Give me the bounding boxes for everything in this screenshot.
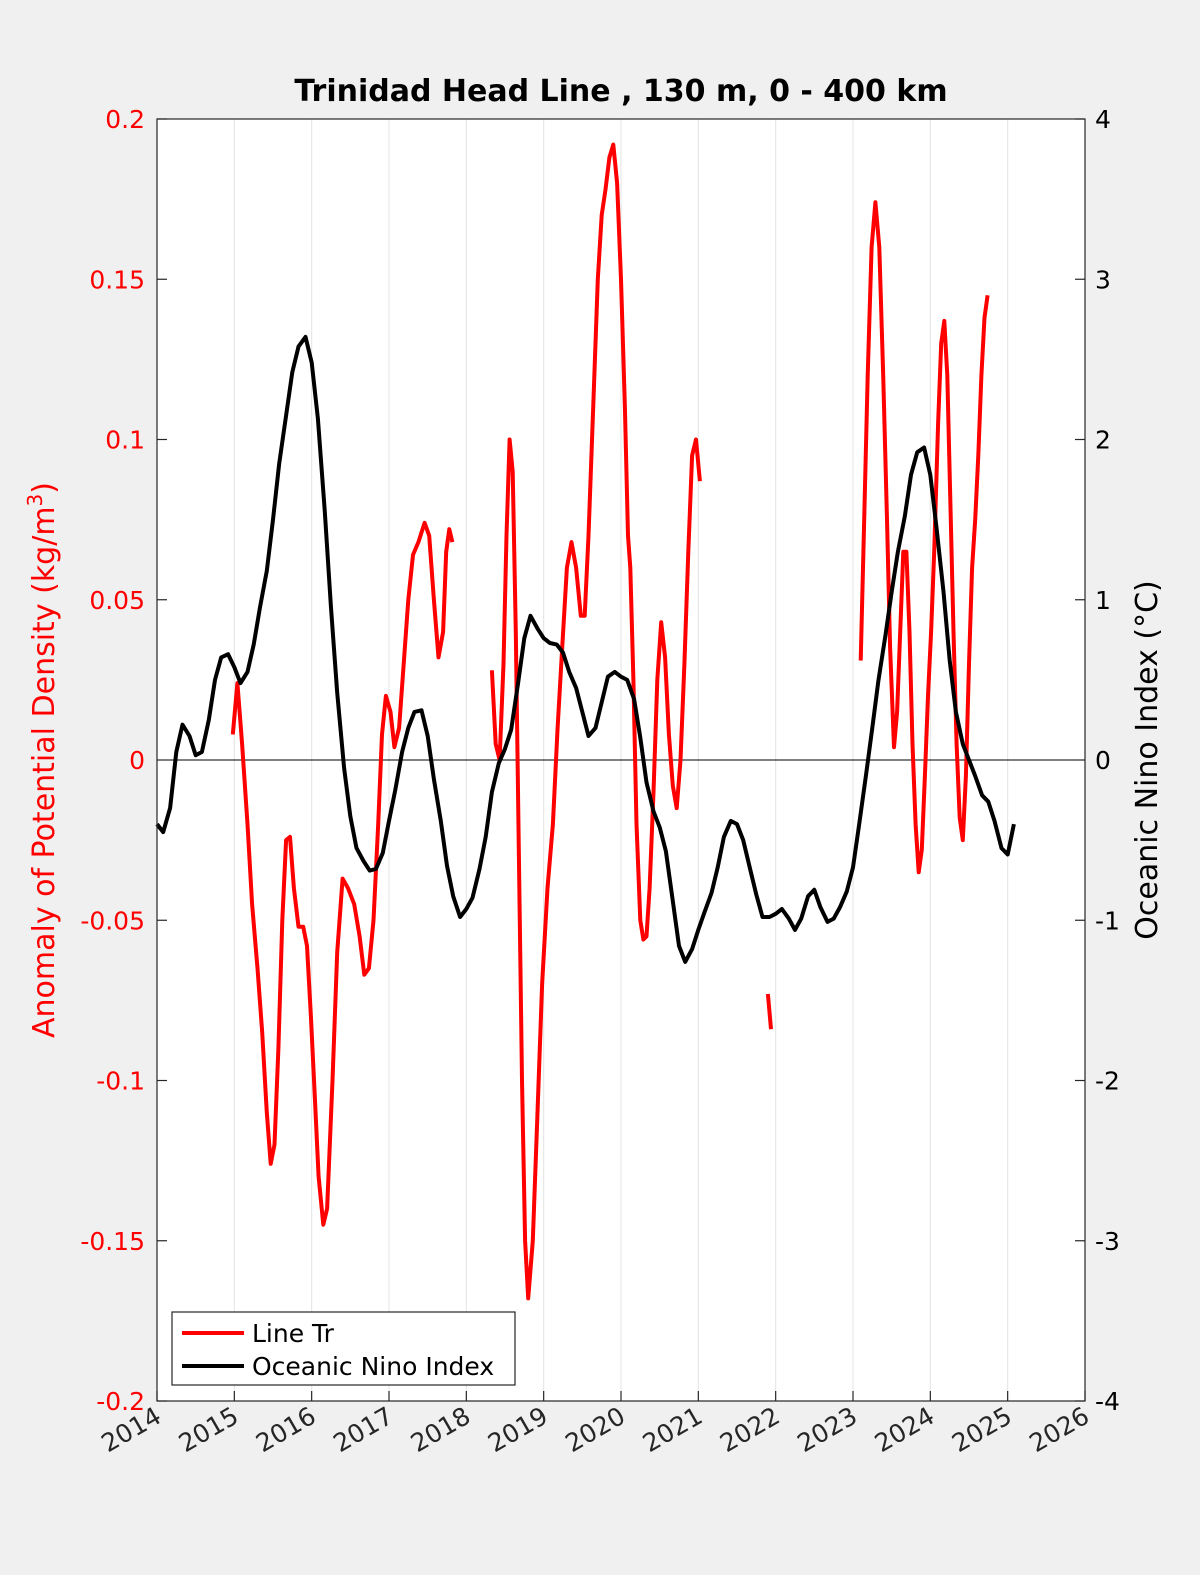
series-line-tr-segment-3	[858, 200, 990, 875]
legend-box	[171, 1311, 516, 1386]
right-tick-label: -4	[1095, 1387, 1120, 1416]
left-tick-label: -0.2	[96, 1387, 145, 1416]
legend: Line Tr Oceanic Nino Index	[171, 1311, 516, 1386]
series-line-tr-segment-0	[230, 520, 455, 1227]
series-line-tr-segment-2	[765, 993, 773, 1030]
left-tick-label: -0.05	[80, 906, 145, 935]
series-line-tr-segment-1	[489, 142, 702, 1301]
left-axis: 0.2 0.15 0.1 0.05 0 -0.05 -0.1 -0.15 -0.2	[80, 105, 167, 1416]
left-tick-label: 0.1	[105, 426, 145, 455]
left-tick-label: 0.15	[89, 265, 145, 294]
left-tick-label: 0.05	[89, 586, 145, 615]
right-tick-label: 0	[1095, 746, 1111, 775]
left-tick-label: 0.2	[105, 105, 145, 134]
series-layer	[155, 142, 1016, 1301]
series-oni-segment-0	[155, 334, 1016, 964]
right-axis-label: Oceanic Nino Index (°C)	[1130, 580, 1165, 940]
left-axis-label: Anomaly of Potential Density (kg/m3)	[23, 482, 62, 1038]
left-axis-label-main: Anomaly of Potential Density (kg/m	[27, 506, 62, 1038]
legend-line-tr-label: Line Tr	[252, 1319, 335, 1348]
right-tick-label: -2	[1095, 1067, 1120, 1096]
left-tick-label: -0.1	[96, 1067, 145, 1096]
left-tick-label: 0	[129, 746, 145, 775]
chart-title: Trinidad Head Line , 130 m, 0 - 400 km	[294, 74, 947, 109]
left-tick-label: -0.15	[80, 1227, 145, 1256]
legend-oni-label: Oceanic Nino Index	[252, 1352, 494, 1381]
right-tick-label: -3	[1095, 1227, 1120, 1256]
left-axis-label-superscript: 3	[23, 494, 47, 507]
right-tick-label: 3	[1095, 265, 1111, 294]
right-tick-label: 2	[1095, 426, 1111, 455]
right-axis: 4 3 2 1 0 -1 -2 -3 -4	[1075, 105, 1120, 1416]
right-tick-label: 4	[1095, 105, 1111, 134]
right-tick-label: -1	[1095, 906, 1120, 935]
right-tick-label: 1	[1095, 586, 1111, 615]
left-axis-label-end: )	[27, 482, 62, 494]
